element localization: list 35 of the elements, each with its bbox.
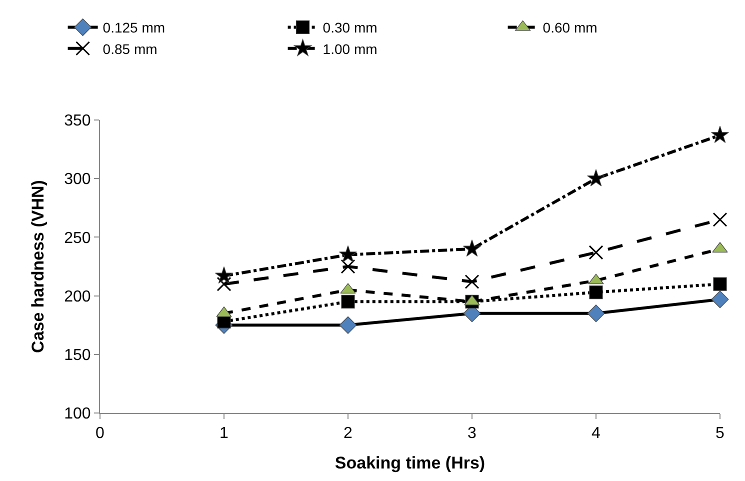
point	[587, 169, 605, 186]
point	[339, 245, 357, 262]
point	[215, 266, 233, 284]
point	[589, 285, 603, 300]
x-tick-label: 3	[468, 425, 477, 442]
x-tick-label: 4	[592, 425, 601, 442]
point	[341, 294, 355, 308]
legend-label: 1.00 mm	[322, 40, 378, 57]
point	[464, 274, 480, 289]
legend-label: 0.60 mm	[542, 20, 598, 36]
y-tick-label: 250	[64, 230, 91, 247]
point	[711, 126, 729, 143]
point	[713, 277, 727, 291]
point	[339, 316, 357, 334]
y-tick-label: 300	[64, 171, 91, 188]
point	[712, 212, 728, 227]
point	[216, 276, 232, 292]
y-tick-label: 350	[64, 112, 91, 130]
legend-label: 0.30 mm	[322, 20, 378, 36]
point	[463, 240, 481, 257]
y-tick-label: 150	[64, 347, 91, 364]
point	[340, 259, 356, 274]
point	[588, 245, 604, 260]
y-axis-title: Case hardness (VHN)	[28, 180, 48, 353]
point	[711, 290, 729, 308]
x-tick-label: 5	[716, 425, 725, 442]
legend-label: 0.85 mm	[102, 40, 158, 57]
point	[587, 304, 605, 322]
x-axis-title: Soaking time (Hrs)	[334, 454, 486, 473]
y-tick-label: 100	[64, 406, 91, 423]
y-tick-label: 200	[64, 288, 91, 306]
legend-label: 0.125 mm	[102, 20, 166, 36]
x-tick-label: 2	[344, 425, 353, 442]
x-tick-label: 1	[220, 425, 229, 442]
x-tick-label: 0	[96, 425, 105, 442]
